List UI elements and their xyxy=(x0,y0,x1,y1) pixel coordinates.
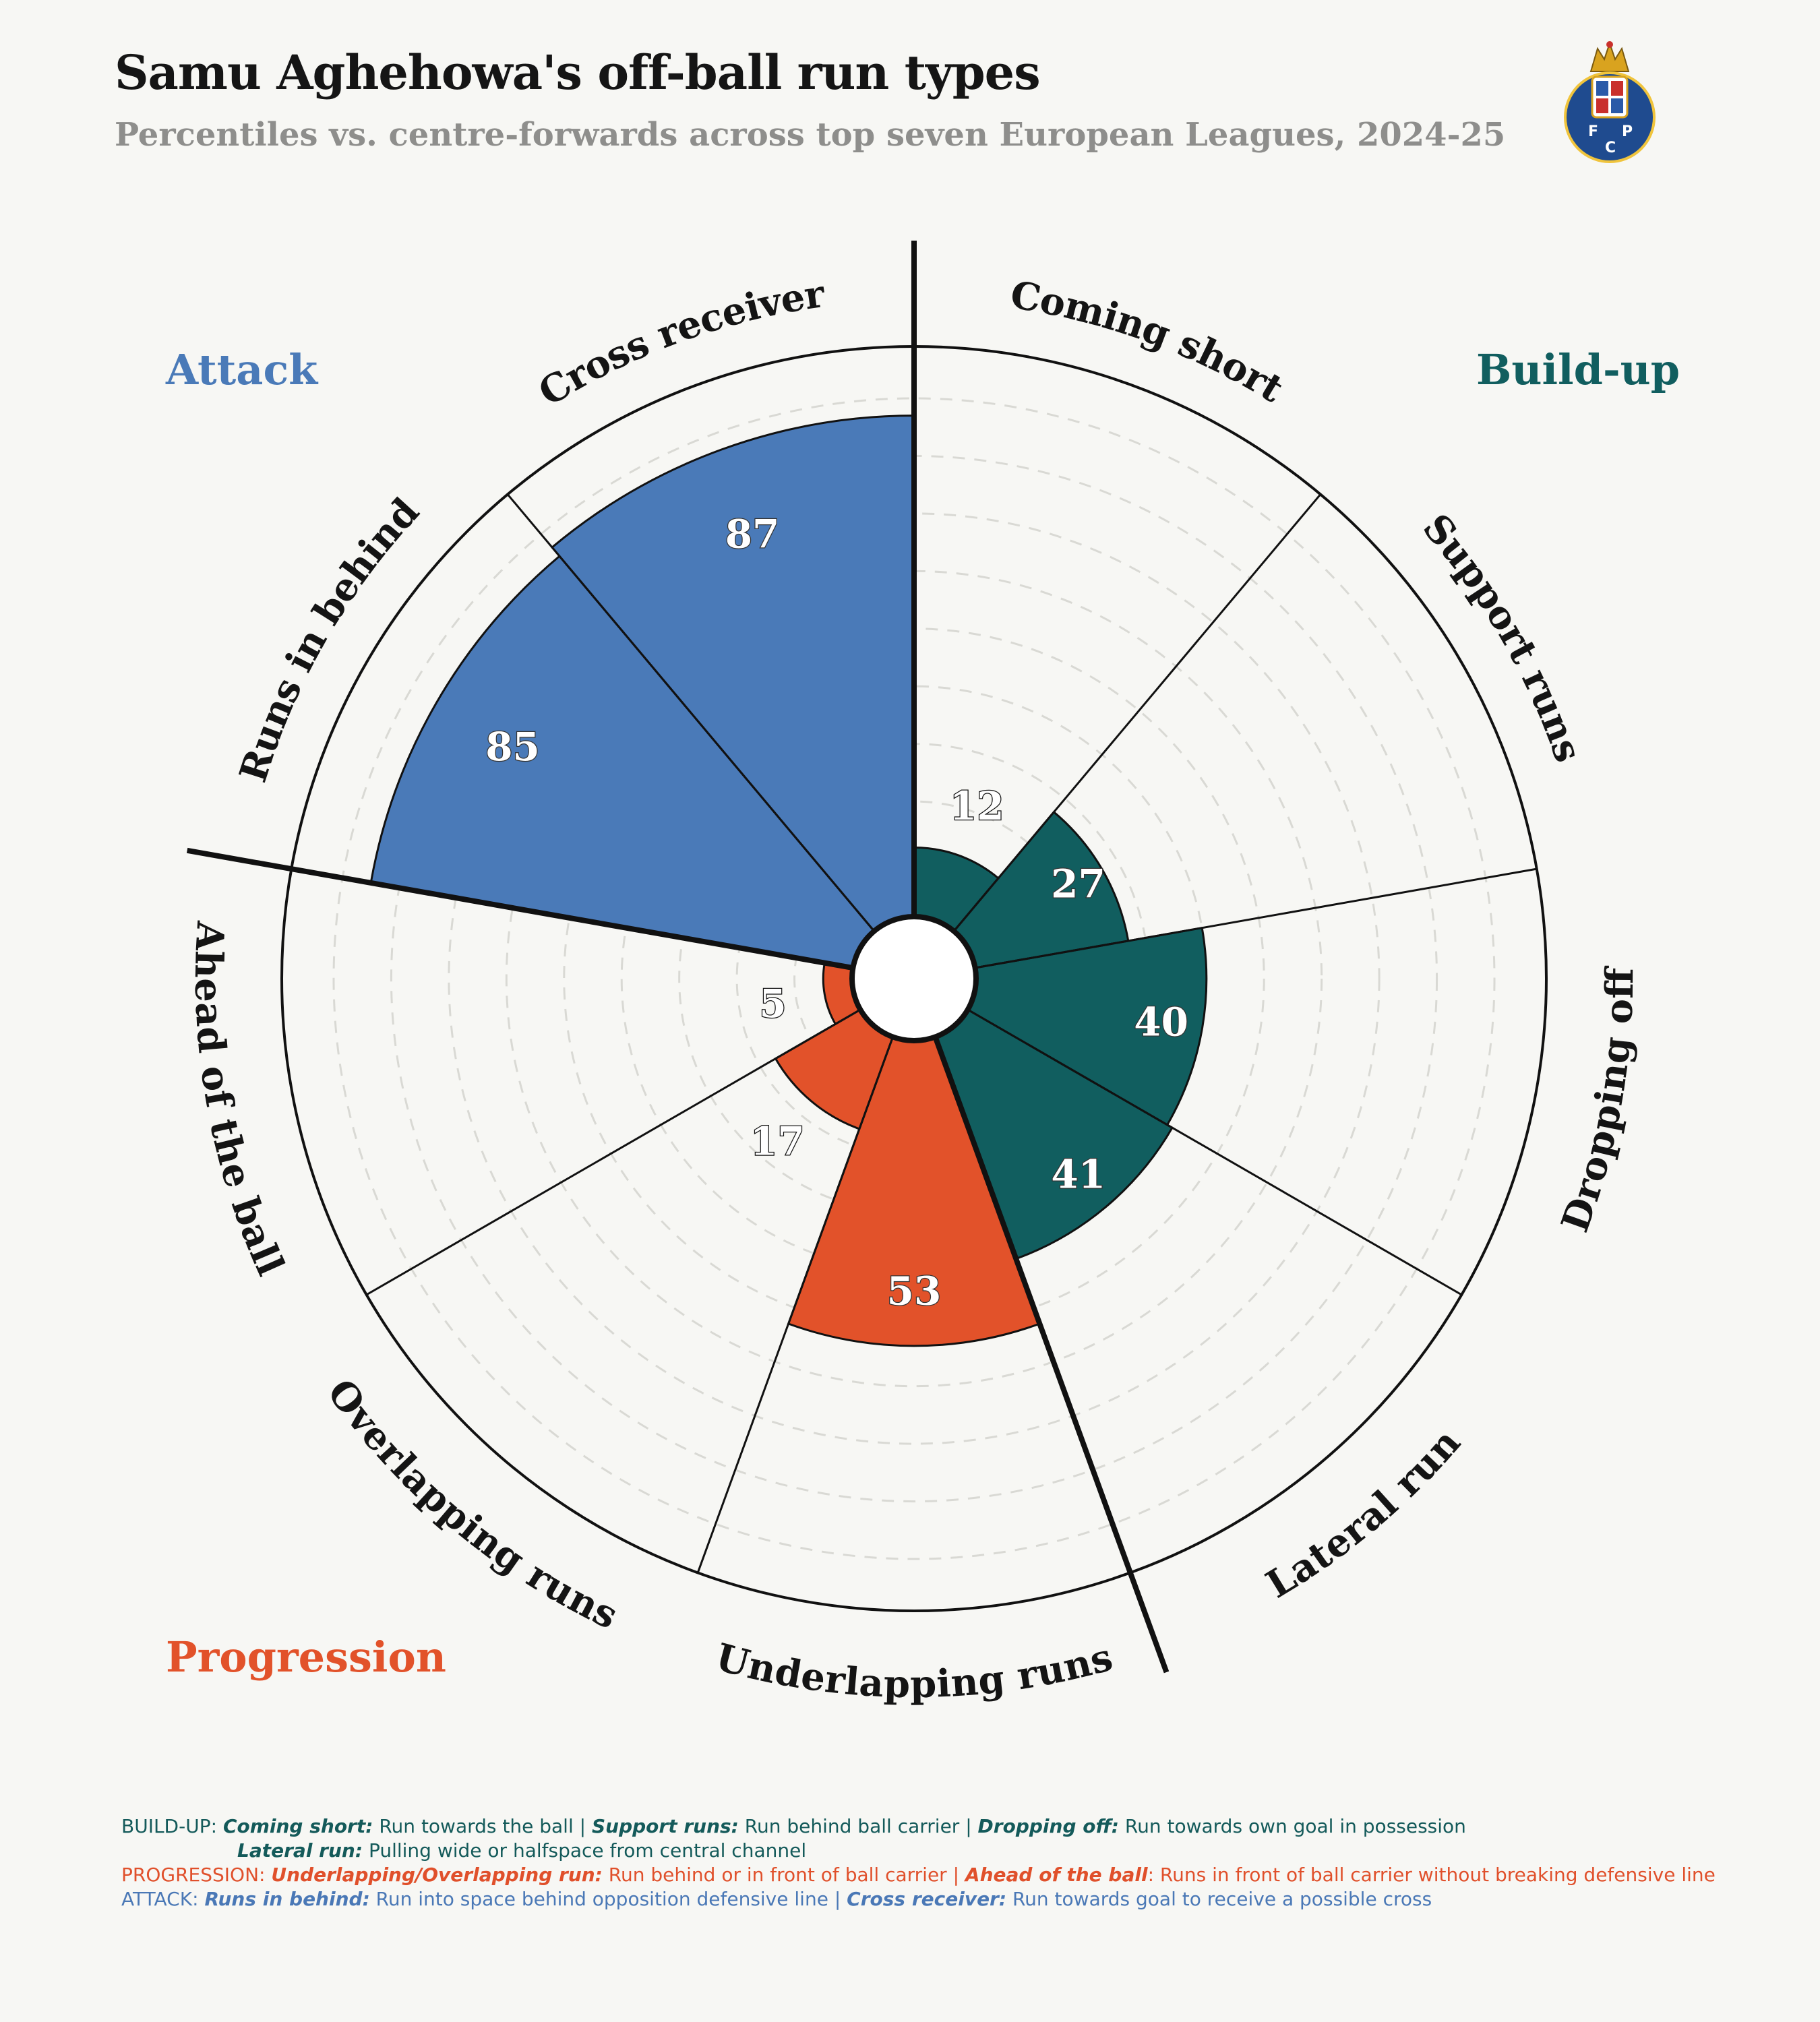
group-label-progression: Progression xyxy=(166,1632,446,1682)
value-label-overlapping-runs: 17 xyxy=(750,1119,805,1165)
footer-buildup-line: BUILD-UP: Coming short: Run towards the … xyxy=(121,1814,1780,1839)
footer-desc: Run towards the ball | xyxy=(373,1815,592,1837)
logo-letter-c: C xyxy=(1605,140,1616,156)
logo-letter-f: F xyxy=(1588,123,1598,140)
value-label-coming-short: 12 xyxy=(950,783,1004,829)
group-separator xyxy=(186,847,854,971)
value-label-ahead-of-the-ball: 5 xyxy=(759,981,786,1027)
footer-buildup-line-2: Lateral run: Pulling wide or halfspace f… xyxy=(121,1839,1780,1863)
footer-progression-prefix: PROGRESSION: xyxy=(121,1864,272,1886)
group-label-attack: Attack xyxy=(166,345,318,394)
grid-ring xyxy=(448,512,1381,1445)
footer-term: Cross receiver: xyxy=(847,1888,1007,1910)
category-label-underlapping-runs: Underlapping runs xyxy=(711,1635,1117,1707)
group-label-buildup: Build-up xyxy=(1476,345,1680,394)
spoke xyxy=(506,493,876,932)
footer-desc: Run towards own goal in possession xyxy=(1119,1815,1466,1837)
chart-subtitle: Percentiles vs. centre-forwards across t… xyxy=(115,116,1506,154)
value-label-lateral-run: 41 xyxy=(1051,1152,1105,1198)
footer-buildup-prefix: BUILD-UP: xyxy=(121,1815,223,1837)
group-separator xyxy=(932,1036,1170,1674)
footer-term: Support runs: xyxy=(591,1815,739,1837)
footer-term: Lateral run: xyxy=(237,1839,363,1862)
footer-desc: Pulling wide or halfspace from central c… xyxy=(363,1839,807,1862)
footer-desc: Run behind or in front of ball carrier | xyxy=(602,1864,965,1886)
spoke xyxy=(952,493,1322,932)
spoke xyxy=(696,1036,894,1573)
value-label-dropping-off: 40 xyxy=(1134,1000,1188,1045)
footer-term: Underlapping/Overlapping run: xyxy=(271,1864,603,1886)
center-hub xyxy=(849,914,979,1043)
value-label-support-runs: 27 xyxy=(1051,861,1105,907)
category-label-dropping-off: Dropping off xyxy=(1552,966,1642,1238)
footer-desc: Run into space behind opposition defensi… xyxy=(369,1888,847,1910)
footer-attack-prefix: ATTACK: xyxy=(121,1888,205,1910)
footer-desc: : Runs in front of ball carrier without … xyxy=(1147,1864,1716,1886)
footer-progression-line: PROGRESSION: Underlapping/Overlapping ru… xyxy=(121,1863,1780,1887)
chart-title: Samu Aghehowa's off-ball run types xyxy=(115,44,1041,100)
logo-letter-p: P xyxy=(1622,123,1633,140)
spoke xyxy=(967,1008,1463,1296)
spoke xyxy=(365,1008,861,1296)
footer-attack-line: ATTACK: Runs in behind: Run into space b… xyxy=(121,1887,1780,1911)
footer-desc: Run towards goal to receive a possible c… xyxy=(1006,1888,1432,1910)
grid-ring xyxy=(332,397,1496,1560)
value-label-runs-in-behind: 85 xyxy=(485,724,540,770)
club-crest-logo: F C P xyxy=(1564,40,1656,163)
value-label-cross-receiver: 87 xyxy=(725,512,780,557)
footer-term: Coming short: xyxy=(222,1815,373,1837)
value-label-underlapping-runs: 53 xyxy=(887,1268,942,1314)
footer-legend: BUILD-UP: Coming short: Run towards the … xyxy=(121,1814,1780,1911)
spoke xyxy=(975,867,1538,969)
category-label-ahead-of-the-ball: Ahead of the ball xyxy=(186,919,293,1282)
footer-desc: Run behind ball carrier | xyxy=(738,1815,978,1837)
footer-term: Dropping off: xyxy=(977,1815,1119,1837)
footer-term: Runs in behind: xyxy=(204,1888,370,1910)
footer-term: Ahead of the ball xyxy=(965,1864,1148,1886)
